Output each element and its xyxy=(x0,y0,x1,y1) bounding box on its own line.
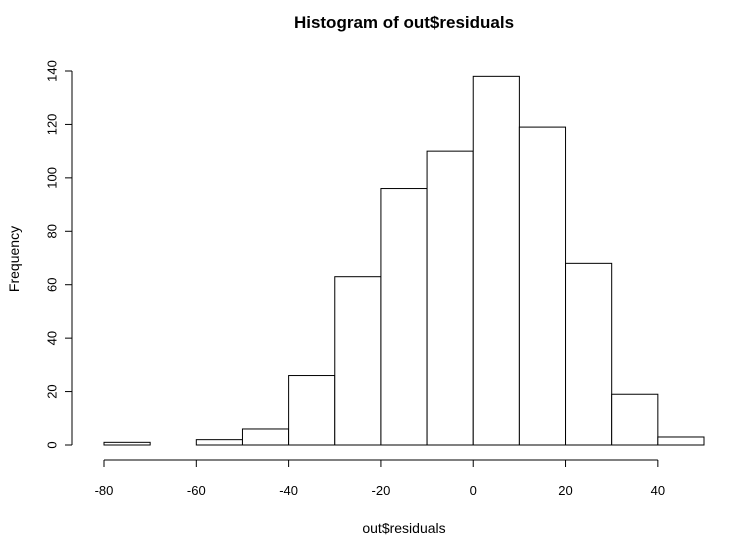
histogram-bar xyxy=(518,126,567,446)
histogram-bar xyxy=(472,75,520,446)
y-axis: 0 20 40 60 80 100 120 140 xyxy=(44,60,73,449)
y-axis-label: Frequency xyxy=(6,226,22,292)
bars-group xyxy=(103,75,705,446)
x-axis-label: out$residuals xyxy=(362,520,445,536)
y-tick-label: 140 xyxy=(44,60,59,82)
y-tick-label: 0 xyxy=(44,441,59,448)
x-tick-label: -40 xyxy=(279,483,298,498)
y-tick-label: 100 xyxy=(44,167,59,189)
histogram-bar xyxy=(195,439,243,446)
y-tick-label: 120 xyxy=(44,114,59,136)
y-tick-label: 60 xyxy=(44,277,59,291)
chart-title: Histogram of out$residuals xyxy=(294,13,514,32)
histogram-bar xyxy=(288,375,336,446)
x-tick-label: 0 xyxy=(470,483,477,498)
x-tick-label: 40 xyxy=(651,483,665,498)
histogram-bar xyxy=(103,441,151,446)
y-tick-label: 40 xyxy=(44,331,59,345)
y-tick-label: 20 xyxy=(44,384,59,398)
histogram-bar xyxy=(380,188,428,446)
x-tick-label: 20 xyxy=(558,483,572,498)
y-tick-label: 80 xyxy=(44,224,59,238)
x-axis: -80 -60 -40 -20 0 20 40 xyxy=(95,459,665,498)
histogram-bar xyxy=(565,262,613,446)
histogram-bar xyxy=(657,436,705,446)
histogram-bar xyxy=(611,393,659,446)
x-tick-label: -60 xyxy=(187,483,206,498)
x-tick-label: -80 xyxy=(95,483,114,498)
histogram-bar xyxy=(241,428,290,446)
histogram-bar xyxy=(334,276,382,446)
histogram-bar xyxy=(426,150,474,446)
x-tick-label: -20 xyxy=(372,483,391,498)
